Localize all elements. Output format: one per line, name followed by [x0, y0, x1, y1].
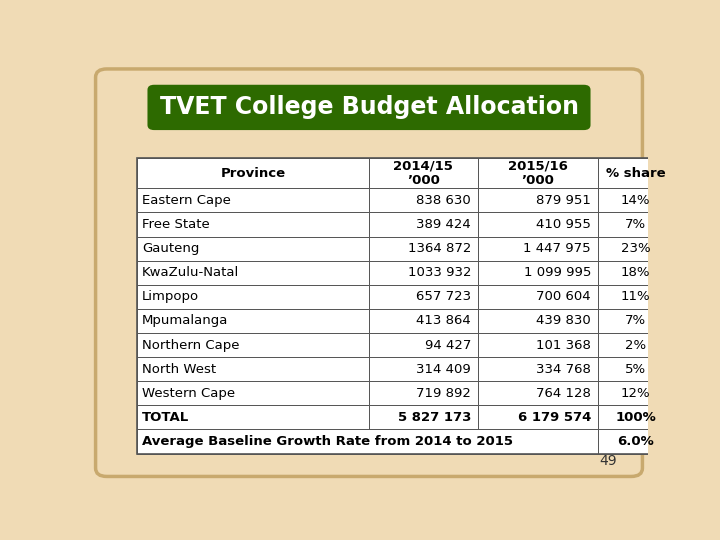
Bar: [138, 285, 369, 309]
Bar: [598, 188, 673, 212]
Text: 94 427: 94 427: [425, 339, 471, 352]
Bar: [598, 237, 673, 261]
Bar: [478, 285, 598, 309]
Text: 439 830: 439 830: [536, 314, 591, 327]
Bar: [478, 381, 598, 406]
Text: Free State: Free State: [142, 218, 210, 231]
Bar: [138, 357, 369, 381]
Bar: [478, 357, 598, 381]
Text: Eastern Cape: Eastern Cape: [142, 194, 231, 207]
Text: KwaZulu-Natal: KwaZulu-Natal: [142, 266, 239, 279]
Text: 5 827 173: 5 827 173: [397, 411, 471, 424]
Bar: [138, 429, 598, 454]
Text: Limpopo: Limpopo: [142, 291, 199, 303]
Bar: [138, 333, 369, 357]
Bar: [369, 237, 478, 261]
Text: 389 424: 389 424: [416, 218, 471, 231]
Bar: [138, 381, 369, 406]
Text: Gauteng: Gauteng: [142, 242, 199, 255]
Text: Mpumalanga: Mpumalanga: [142, 314, 228, 327]
Text: 7%: 7%: [625, 314, 646, 327]
Text: Average Baseline Growth Rate from 2014 to 2015: Average Baseline Growth Rate from 2014 t…: [142, 435, 513, 448]
Bar: [369, 309, 478, 333]
Bar: [478, 212, 598, 237]
Text: 1364 872: 1364 872: [408, 242, 471, 255]
Bar: [598, 406, 673, 429]
Bar: [598, 381, 673, 406]
Bar: [369, 188, 478, 212]
Bar: [138, 309, 369, 333]
Text: 764 128: 764 128: [536, 387, 591, 400]
Bar: [598, 261, 673, 285]
Text: 23%: 23%: [621, 242, 650, 255]
Bar: [598, 429, 673, 454]
Text: 2015/16
’000: 2015/16 ’000: [508, 159, 568, 187]
FancyBboxPatch shape: [96, 69, 642, 476]
Bar: [138, 212, 369, 237]
Text: 7%: 7%: [625, 218, 646, 231]
Bar: [598, 212, 673, 237]
Text: TOTAL: TOTAL: [142, 411, 189, 424]
Bar: [138, 158, 369, 188]
Bar: [598, 333, 673, 357]
Text: 49: 49: [600, 454, 617, 468]
Bar: [598, 158, 673, 188]
Bar: [478, 188, 598, 212]
Bar: [478, 261, 598, 285]
Bar: [369, 406, 478, 429]
Bar: [369, 357, 478, 381]
Bar: [138, 406, 369, 429]
Bar: [478, 237, 598, 261]
Text: 1 447 975: 1 447 975: [523, 242, 591, 255]
Text: 100%: 100%: [615, 411, 656, 424]
Bar: [598, 357, 673, 381]
Bar: [478, 406, 598, 429]
Text: 2014/15
’000: 2014/15 ’000: [393, 159, 454, 187]
Bar: [478, 309, 598, 333]
Text: TVET College Budget Allocation: TVET College Budget Allocation: [160, 96, 578, 119]
FancyBboxPatch shape: [148, 85, 590, 130]
Bar: [138, 261, 369, 285]
Text: Province: Province: [220, 167, 286, 180]
Text: 719 892: 719 892: [416, 387, 471, 400]
Bar: [369, 158, 478, 188]
Text: 5%: 5%: [625, 363, 646, 376]
Text: 700 604: 700 604: [536, 291, 591, 303]
Text: Western Cape: Western Cape: [142, 387, 235, 400]
Text: 1 099 995: 1 099 995: [523, 266, 591, 279]
Text: % share: % share: [606, 167, 665, 180]
Text: 879 951: 879 951: [536, 194, 591, 207]
Text: 11%: 11%: [621, 291, 650, 303]
Text: 12%: 12%: [621, 387, 650, 400]
Text: 334 768: 334 768: [536, 363, 591, 376]
Text: Northern Cape: Northern Cape: [142, 339, 239, 352]
Text: 6.0%: 6.0%: [617, 435, 654, 448]
Text: 101 368: 101 368: [536, 339, 591, 352]
Bar: [478, 158, 598, 188]
Text: 6 179 574: 6 179 574: [518, 411, 591, 424]
Text: 657 723: 657 723: [416, 291, 471, 303]
Text: 838 630: 838 630: [416, 194, 471, 207]
Text: 410 955: 410 955: [536, 218, 591, 231]
Bar: [138, 188, 369, 212]
Bar: [369, 261, 478, 285]
Bar: [369, 212, 478, 237]
Text: 2%: 2%: [625, 339, 646, 352]
Text: 314 409: 314 409: [416, 363, 471, 376]
Bar: [369, 381, 478, 406]
Text: 1033 932: 1033 932: [408, 266, 471, 279]
Text: 14%: 14%: [621, 194, 650, 207]
Bar: [598, 309, 673, 333]
Text: North West: North West: [142, 363, 216, 376]
Text: 18%: 18%: [621, 266, 650, 279]
Bar: [138, 158, 673, 454]
Bar: [138, 237, 369, 261]
Text: 413 864: 413 864: [416, 314, 471, 327]
Bar: [598, 285, 673, 309]
Bar: [369, 285, 478, 309]
Bar: [478, 333, 598, 357]
Bar: [369, 333, 478, 357]
